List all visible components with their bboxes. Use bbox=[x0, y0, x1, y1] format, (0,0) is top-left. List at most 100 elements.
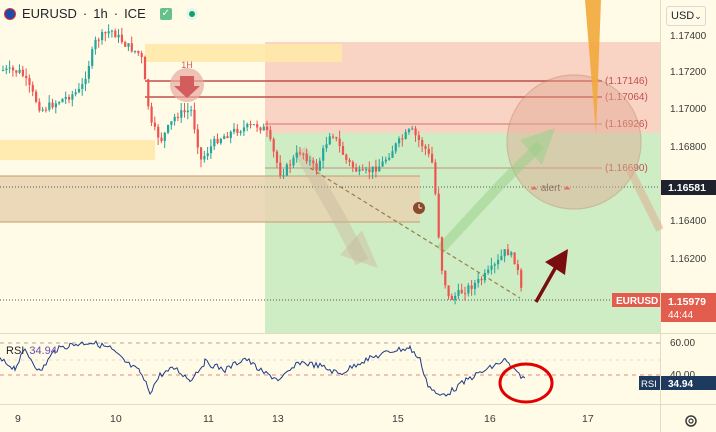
candle-body bbox=[401, 138, 404, 140]
candle-body bbox=[107, 31, 110, 34]
rsi-legend[interactable]: RSI 34.94 bbox=[6, 345, 57, 357]
candle-body bbox=[176, 116, 180, 118]
symbol-name[interactable]: EURUSD bbox=[22, 6, 77, 21]
candle-body bbox=[51, 102, 54, 108]
rsi-value-badge bbox=[661, 376, 716, 390]
candle-body bbox=[407, 129, 411, 133]
candle-body bbox=[348, 159, 351, 162]
rsi-tick: 60.00 bbox=[670, 338, 695, 349]
candle-body bbox=[460, 289, 463, 294]
candle-body bbox=[516, 264, 519, 271]
price-tick: 1.16400 bbox=[670, 216, 707, 227]
check-icon[interactable]: ✓ bbox=[159, 7, 172, 20]
candle-body bbox=[167, 124, 170, 133]
candle-body bbox=[160, 137, 163, 142]
candle-body bbox=[8, 67, 11, 69]
candle-body bbox=[94, 39, 97, 50]
candle-body bbox=[437, 193, 440, 238]
candle-body bbox=[477, 279, 480, 283]
candle-body bbox=[74, 92, 77, 95]
level-label-2: (1.17064) bbox=[605, 92, 648, 103]
candle-body bbox=[97, 39, 100, 41]
candle-body bbox=[295, 152, 298, 158]
rsi-tick: 40.00 bbox=[670, 370, 695, 381]
candle-body bbox=[434, 162, 437, 194]
candle-body bbox=[315, 163, 318, 171]
candle-body bbox=[510, 252, 513, 256]
candle-body bbox=[140, 53, 143, 58]
symbol-badge-text: EURUSD bbox=[616, 296, 658, 307]
candle-body bbox=[464, 293, 467, 295]
candle-body bbox=[272, 139, 275, 152]
candle-body bbox=[308, 160, 312, 162]
candle-body bbox=[5, 68, 8, 71]
candle-body bbox=[302, 153, 305, 155]
candle-body bbox=[483, 272, 486, 281]
candle-body bbox=[41, 109, 44, 111]
candle-body bbox=[322, 148, 325, 161]
exchange: ICE bbox=[124, 6, 146, 21]
candle-body bbox=[216, 138, 219, 144]
time-label: 10 bbox=[110, 413, 122, 425]
symbol-legend[interactable]: EURUSD · 1h · ICE ✓ bbox=[4, 6, 198, 21]
candle-body bbox=[332, 136, 335, 138]
candle-body bbox=[256, 124, 259, 128]
separator: · bbox=[113, 6, 119, 21]
candle-body bbox=[137, 50, 140, 54]
price-tick: 1.17400 bbox=[670, 31, 707, 42]
candle-body bbox=[236, 128, 239, 133]
candle-body bbox=[61, 98, 64, 103]
target-circle[interactable] bbox=[506, 74, 642, 210]
interval[interactable]: 1h bbox=[93, 6, 108, 21]
candle-body bbox=[285, 164, 288, 176]
candle-body bbox=[279, 162, 282, 176]
candles bbox=[2, 24, 523, 305]
candle-body bbox=[213, 138, 216, 147]
candle-body bbox=[143, 57, 147, 80]
last-price-badge bbox=[661, 293, 716, 322]
candle-body bbox=[365, 169, 368, 171]
candle-body bbox=[384, 159, 387, 162]
candle-body bbox=[454, 295, 457, 300]
candle-body bbox=[457, 289, 460, 296]
candle-body bbox=[404, 132, 407, 139]
candle-body bbox=[242, 127, 246, 132]
brown-zone bbox=[0, 176, 420, 222]
time-axis[interactable]: 9 10 11 13 15 16 17 bbox=[15, 413, 594, 425]
candle-body bbox=[391, 151, 394, 158]
symbol-badge bbox=[612, 293, 660, 307]
candle-body bbox=[417, 135, 420, 141]
rsi-value-badge-text: 34.94 bbox=[668, 379, 693, 390]
separator: · bbox=[82, 6, 88, 21]
alert-label: ⏶ alert ⏶ bbox=[530, 183, 571, 194]
candle-body bbox=[170, 121, 173, 125]
candle-body bbox=[114, 30, 117, 38]
candle-body bbox=[226, 136, 229, 138]
candle-body bbox=[282, 175, 285, 177]
candle-body bbox=[120, 34, 123, 43]
candle-body bbox=[38, 101, 41, 111]
candle-body bbox=[427, 148, 430, 154]
gear-icon[interactable] bbox=[684, 414, 698, 428]
candle-body bbox=[233, 128, 236, 132]
candle-body bbox=[35, 91, 38, 102]
candle-body bbox=[206, 153, 209, 157]
currency-selector[interactable]: USD ⌄ bbox=[666, 6, 706, 26]
candle-body bbox=[506, 249, 510, 256]
candle-body bbox=[104, 32, 107, 34]
supply-zone-top bbox=[145, 44, 342, 62]
candle-body bbox=[68, 96, 71, 100]
dark-red-up-arrow bbox=[534, 264, 559, 303]
candle-body bbox=[2, 70, 5, 72]
candle-body bbox=[249, 123, 252, 125]
candle-body bbox=[414, 128, 417, 136]
candle-body bbox=[371, 166, 374, 173]
candle-body bbox=[173, 116, 176, 122]
candle-body bbox=[266, 126, 269, 131]
currency-value: USD bbox=[671, 10, 695, 22]
candle-body bbox=[81, 84, 84, 89]
candle-body bbox=[421, 140, 424, 147]
price-axis[interactable]: 1.17400 1.17200 1.17000 1.16800 1.16400 … bbox=[670, 31, 707, 381]
candle-body bbox=[424, 146, 427, 149]
